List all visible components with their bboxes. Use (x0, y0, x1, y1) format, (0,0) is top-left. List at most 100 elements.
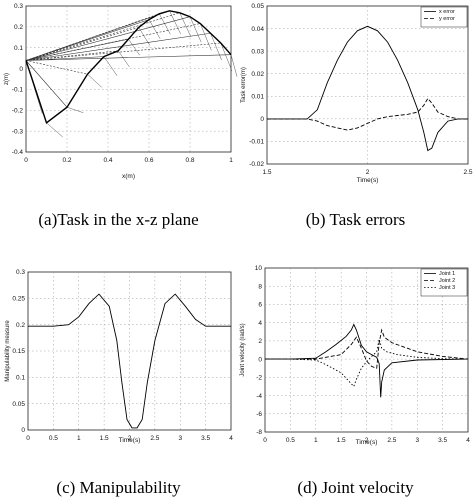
x-tick-label: 4 (466, 437, 470, 444)
x-tick-label: 2.5 (150, 435, 159, 442)
y-tick-label: 0.04 (251, 26, 264, 33)
x-tick-label: 3.5 (201, 435, 210, 442)
arm-link-outer (220, 42, 233, 71)
y-tick-label: 0.05 (12, 401, 25, 408)
arm-link-outer (148, 19, 161, 39)
arm-link-outer (46, 122, 63, 138)
end-effector-path (25, 10, 232, 124)
y-axis-label: Manipulability measure (5, 320, 11, 382)
x-tick-label: 2 (365, 437, 369, 444)
y-tick-label: 0.3 (14, 3, 23, 10)
series-line-1 (265, 323, 469, 398)
x-tick-label: 3 (415, 437, 419, 444)
arm-link (25, 23, 201, 61)
y-tick-label: -4 (256, 393, 262, 400)
x-tick-label: 2 (128, 435, 132, 442)
y-tick-label: 0.03 (251, 48, 264, 55)
y-tick-label: -0.01 (249, 139, 264, 146)
x-axis-label: Time(s) (119, 437, 141, 444)
x-tick-label: 0.6 (144, 157, 153, 164)
y-tick-label: 0 (19, 66, 23, 73)
x-tick-label: 1.5 (337, 437, 346, 444)
arm-link-outer (128, 38, 140, 56)
x-tick-label: 2.5 (387, 437, 396, 444)
arm-link-outer (118, 50, 130, 68)
chart-b: 1.5 2 2.5 0.05 0.04 0.03 0.02 0.01 0 -0.01 -0.02 Ti… (241, 3, 473, 184)
arm-link-outer (210, 33, 222, 61)
caption-c-text: (c) Manipulability (56, 478, 181, 497)
series-line-1 (267, 25, 468, 152)
arm-link-outer (103, 56, 118, 76)
y-tick-label: -8 (256, 429, 262, 436)
y-tick-label: -0.4 (12, 149, 24, 156)
x-tick-label: 1 (229, 157, 233, 164)
x-tick-label: 0.5 (286, 437, 295, 444)
x-axis-label: Time(s) (357, 177, 379, 184)
y-tick-label: 10 (255, 265, 263, 272)
y-tick-label: 2 (258, 338, 262, 345)
caption-a: (a)Task in the x-z plane (0, 210, 237, 230)
y-tick-label: 0.2 (16, 322, 25, 329)
y-tick-label: 0.2 (14, 24, 23, 31)
chart-panel-c: 0 0.5 1 1.5 2 2.5 3 3.5 4 0.3 0.25 0.2 0.15 0.1 0.05 0 T… (0, 258, 237, 448)
caption-b-text: (b) Task errors (305, 210, 406, 229)
chart-d: 0 0.5 1 1.5 2 2.5 3 3.5 4 10 8 6 4 2 0 -2 -4 -6 -8 Time(s) J… (240, 265, 470, 446)
chart-panel-a: 0 0.2 0.4 0.6 0.8 1 0.3 0.2 0.1 0 -0.1 -0.2 -0.3 -0.4… (0, 0, 238, 200)
arm-link (25, 16, 191, 61)
legend-label: x error (439, 9, 455, 15)
y-tick-label: 0.3 (16, 269, 25, 276)
y-tick-label: 0.01 (251, 93, 264, 100)
plot-frame (266, 5, 469, 165)
legend-box (420, 6, 468, 28)
x-axis-label: x(m) (122, 173, 135, 180)
y-tick-label: -0.02 (249, 161, 264, 168)
series-line-1 (28, 293, 231, 429)
arm-link-outer (66, 106, 84, 113)
y-tick-label: 8 (258, 283, 262, 290)
y-tick-label: 0 (258, 356, 262, 363)
arm-link (25, 38, 129, 61)
arm-link (25, 42, 221, 61)
chart-c: 0 0.5 1 1.5 2 2.5 3 3.5 4 0.3 0.25 0.2 0.15 0.1 0.05 0 T… (5, 269, 233, 444)
x-tick-label: 1 (314, 437, 318, 444)
y-tick-label: 0.1 (14, 45, 23, 52)
x-tick-label: 1.5 (100, 435, 109, 442)
y-tick-label: -0.1 (12, 87, 24, 94)
series-line-3 (265, 338, 469, 388)
chart-panel-b: 1.5 2 2.5 0.05 0.04 0.03 0.02 0.01 0 -0.01 -0.02 Ti… (237, 0, 474, 200)
caption-a-text: (a)Task in the x-z plane (38, 210, 199, 229)
y-tick-label: 0.1 (16, 375, 25, 382)
caption-b: (b) Task errors (237, 210, 474, 230)
x-tick-label: 2 (366, 169, 370, 176)
y-tick-label: -2 (256, 375, 262, 382)
x-tick-label: 4 (229, 435, 233, 442)
x-tick-label: 0.2 (62, 157, 71, 164)
x-tick-label: 0.8 (185, 157, 194, 164)
x-tick-label: 2.5 (463, 169, 472, 176)
y-tick-label: 0.25 (12, 296, 25, 303)
x-tick-label: 0 (24, 157, 28, 164)
y-tick-label: 0.15 (12, 348, 25, 355)
y-tick-label: 0.05 (251, 3, 264, 10)
legend-label: y error (439, 16, 455, 22)
series-line-2 (265, 328, 469, 369)
arm-link-outer (230, 54, 238, 77)
series-line-2 (267, 97, 468, 131)
y-tick-label: -0.3 (12, 128, 24, 135)
y-tick-label: 0 (21, 427, 25, 434)
x-tick-label: 0.4 (103, 157, 112, 164)
y-tick-label: 4 (258, 320, 262, 327)
chart-panel-d: 0 0.5 1 1.5 2 2.5 3 3.5 4 10 8 6 4 2 0 -2 -4 -6 -8 Time(s) J… (237, 258, 474, 448)
arm-link-outer (189, 16, 202, 43)
caption-c: (c) Manipulability (0, 478, 237, 498)
y-tick-label: -6 (256, 411, 262, 418)
arm-link (25, 12, 180, 61)
x-tick-label: 1.5 (262, 169, 271, 176)
x-tick-label: 3 (178, 435, 182, 442)
caption-d: (d) Joint velocity (237, 478, 474, 498)
x-tick-label: 1 (77, 435, 81, 442)
arm-link-outer (87, 73, 102, 88)
y-axis-label: Joint velocity (rad/s) (240, 323, 246, 376)
arm-link (25, 60, 68, 108)
x-tick-label: 0 (263, 437, 267, 444)
